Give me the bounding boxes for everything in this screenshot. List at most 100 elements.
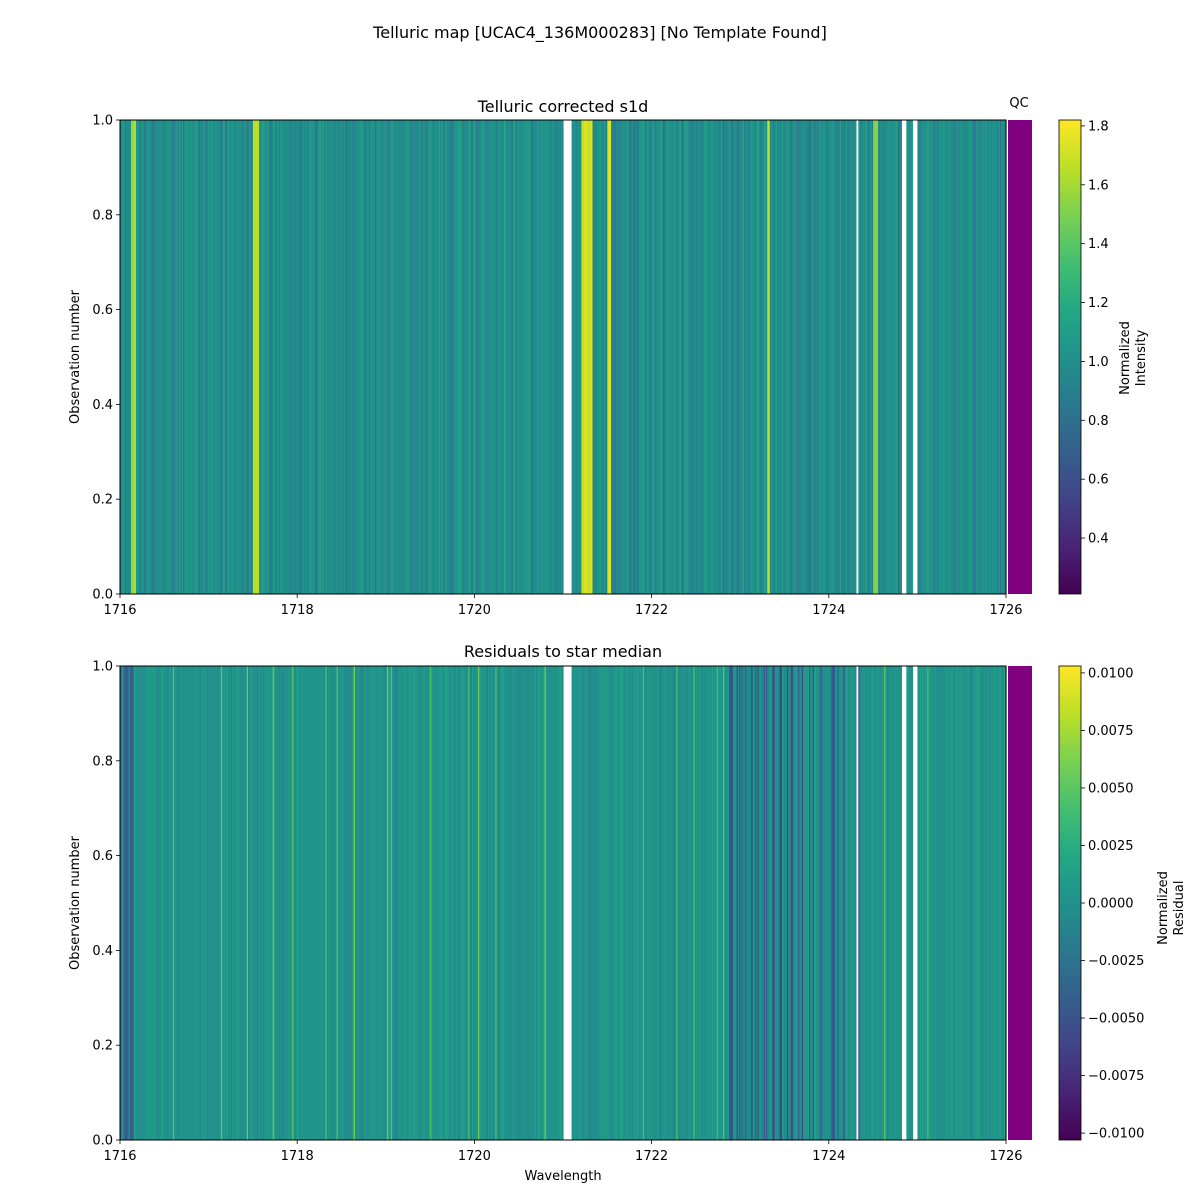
x-tick-label: 1718 (281, 1149, 314, 1164)
heatmap-band (126, 120, 128, 594)
heatmap-band (490, 666, 493, 1140)
heatmap-band (387, 120, 389, 594)
heatmap-band (587, 120, 590, 594)
heatmap-band (923, 120, 926, 594)
heatmap-band (688, 120, 691, 594)
heatmap-band (302, 120, 304, 594)
heatmap-band (156, 666, 159, 1140)
heatmap-band (538, 666, 541, 1140)
heatmap-band (277, 666, 280, 1140)
heatmap-band (551, 666, 554, 1140)
heatmap-band (339, 120, 341, 594)
heatmap-band (768, 120, 771, 594)
heatmap-band (620, 666, 623, 1140)
heatmap-band (294, 120, 297, 594)
heatmap-band (438, 666, 441, 1140)
heatmap-band (969, 666, 971, 1140)
heatmap-band (928, 120, 931, 594)
heatmap-band (694, 666, 697, 1140)
heatmap-band (208, 120, 211, 594)
heatmap-band (181, 666, 184, 1140)
heatmap-band (145, 120, 148, 594)
heatmap-band (970, 120, 973, 594)
heatmap-band (665, 120, 667, 594)
heatmap-band (197, 120, 200, 594)
heatmap-band (120, 120, 122, 594)
heatmap-band (202, 120, 205, 594)
heatmap-band (561, 120, 564, 594)
heatmap-band (348, 666, 351, 1140)
heatmap-band (583, 666, 586, 1140)
heatmap-band (547, 120, 549, 594)
heatmap-band (382, 120, 384, 594)
heatmap-band (629, 666, 632, 1140)
heatmap-band (619, 666, 622, 1140)
heatmap-band (149, 120, 152, 594)
heatmap-band (602, 120, 605, 594)
heatmap-band (497, 120, 500, 594)
heatmap-band (983, 666, 986, 1140)
heatmap-band (864, 666, 867, 1140)
heatmap-band (692, 120, 695, 594)
heatmap-band (246, 120, 249, 594)
heatmap-band (842, 666, 845, 1140)
heatmap-band (817, 666, 820, 1140)
heatmap-band (307, 666, 309, 1140)
heatmap-band (551, 120, 554, 594)
heatmap-band (736, 666, 739, 1140)
heatmap-band (452, 666, 455, 1140)
heatmap-band (426, 120, 429, 594)
heatmap-band (299, 120, 302, 594)
heatmap-band (351, 120, 354, 594)
heatmap-band (499, 120, 501, 594)
heatmap-band (624, 120, 627, 594)
heatmap-band (206, 120, 208, 594)
heatmap-band (699, 120, 702, 594)
heatmap-band (191, 666, 194, 1140)
heatmap-band (737, 666, 740, 1140)
heatmap-band (400, 666, 403, 1140)
heatmap-band (261, 666, 264, 1140)
heatmap-band (303, 666, 306, 1140)
heatmap-band (722, 120, 725, 594)
heatmap-band (331, 666, 334, 1140)
heatmap-band (487, 120, 490, 594)
heatmap-band (626, 666, 629, 1140)
heatmap-band (443, 666, 446, 1140)
heatmap-band (822, 666, 825, 1140)
heatmap-band (502, 666, 505, 1140)
heatmap-band (540, 120, 543, 594)
heatmap-band (575, 666, 578, 1140)
heatmap-band (271, 666, 274, 1140)
heatmap-band (528, 120, 531, 594)
heatmap-band (756, 120, 759, 594)
heatmap-band (163, 120, 165, 594)
heatmap-band (262, 120, 265, 594)
heatmap-band (148, 120, 151, 594)
heatmap-band (159, 120, 162, 594)
heatmap-band (784, 120, 787, 594)
heatmap-band (702, 120, 704, 594)
heatmap-band (149, 666, 152, 1140)
heatmap-band (339, 666, 341, 1140)
heatmap-band (810, 120, 813, 594)
heatmap-band (619, 120, 622, 594)
heatmap-band (183, 120, 186, 594)
heatmap-band (471, 666, 474, 1140)
heatmap-band (650, 120, 653, 594)
x-tick-label: 1726 (989, 603, 1022, 618)
heatmap-band (626, 120, 629, 594)
heatmap-band (190, 666, 192, 1140)
heatmap-band (231, 666, 234, 1140)
heatmap-band (785, 666, 788, 1140)
heatmap-band (430, 666, 432, 1140)
heatmap-band (839, 120, 842, 594)
heatmap-band (260, 120, 263, 594)
heatmap-band (809, 120, 811, 594)
heatmap-band (988, 120, 991, 594)
heatmap-band (503, 120, 506, 594)
heatmap-band (695, 666, 698, 1140)
heatmap-band (574, 666, 576, 1140)
heatmap-band (719, 666, 722, 1140)
heatmap-band (911, 666, 914, 1140)
